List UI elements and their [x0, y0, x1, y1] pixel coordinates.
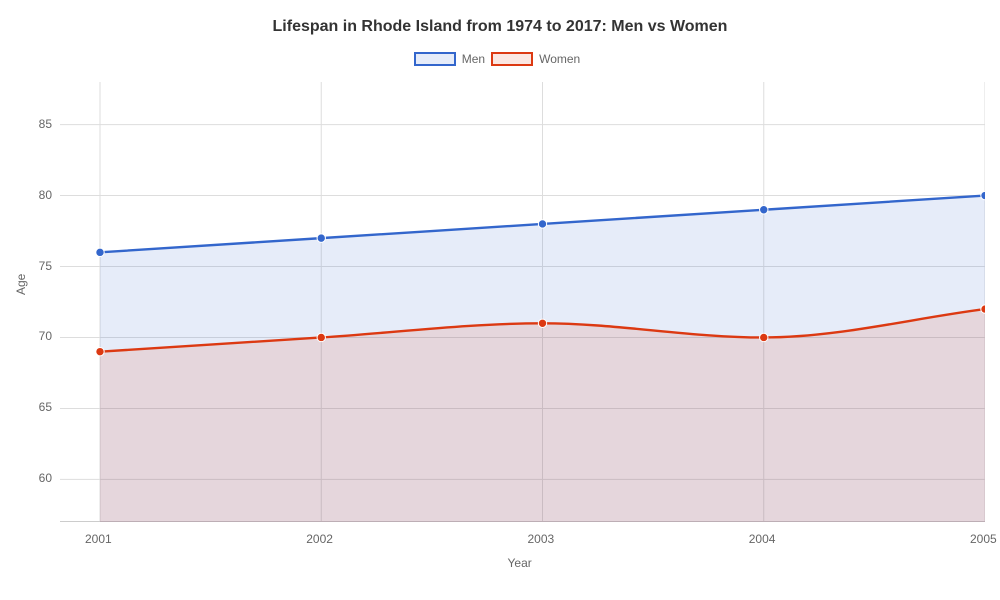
legend-label-women[interactable]: Women: [533, 52, 586, 66]
y-tick-label: 70: [39, 329, 52, 343]
point-men[interactable]: [760, 206, 768, 214]
x-tick-label: 2002: [306, 532, 333, 546]
point-women[interactable]: [538, 319, 546, 327]
x-axis-label: Year: [508, 556, 532, 570]
x-tick-label: 2001: [85, 532, 112, 546]
chart-container: Lifespan in Rhode Island from 1974 to 20…: [0, 0, 1000, 600]
x-tick-label: 2005: [970, 532, 997, 546]
y-tick-label: 65: [39, 400, 52, 414]
x-tick-label: 2004: [749, 532, 776, 546]
point-men[interactable]: [981, 191, 985, 199]
point-men[interactable]: [538, 220, 546, 228]
chart-title: Lifespan in Rhode Island from 1974 to 20…: [0, 18, 1000, 36]
legend-label-men[interactable]: Men: [456, 52, 491, 66]
point-women[interactable]: [96, 347, 104, 355]
y-axis-label: Age: [14, 274, 28, 295]
legend-swatch-women[interactable]: [491, 52, 533, 66]
point-women[interactable]: [760, 333, 768, 341]
y-tick-label: 80: [39, 188, 52, 202]
y-tick-label: 75: [39, 259, 52, 273]
plot-area: [60, 82, 985, 522]
y-tick-label: 60: [39, 471, 52, 485]
point-men[interactable]: [96, 248, 104, 256]
legend-swatch-men[interactable]: [414, 52, 456, 66]
point-men[interactable]: [317, 234, 325, 242]
legend: Men Women: [0, 52, 1000, 66]
point-women[interactable]: [981, 305, 985, 313]
point-women[interactable]: [317, 333, 325, 341]
y-tick-label: 85: [39, 117, 52, 131]
x-tick-label: 2003: [528, 532, 555, 546]
